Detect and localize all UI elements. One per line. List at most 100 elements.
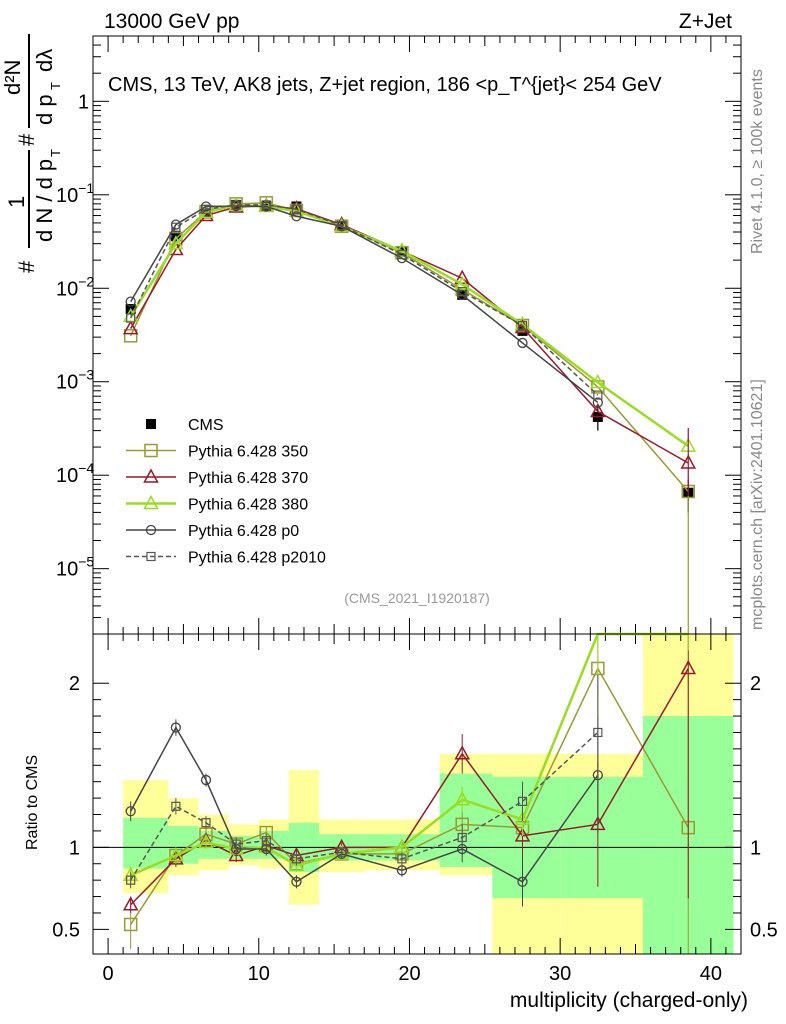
main-series-group — [122, 196, 697, 634]
ratio-ylabel: Ratio to CMS — [24, 755, 41, 850]
band-inner-0 — [123, 817, 169, 869]
main-line-4 — [130, 205, 599, 404]
ratio-point-0-0 — [123, 917, 138, 932]
band-inner-10 — [560, 776, 644, 899]
main-axes: 10−510−410−310−210−110 10 20 30 400.5 0.51 12 2 — [52, 35, 778, 985]
main-point-5-1 — [171, 222, 181, 232]
main-point-5-4 — [261, 200, 271, 210]
legend-marker-3 — [143, 494, 159, 510]
main-point-1-0 — [123, 329, 138, 343]
ytick-label-2: 10−3 — [56, 367, 94, 394]
legend-marker-0 — [146, 419, 156, 429]
legend-label-3: Pythia 6.428 380 — [188, 497, 308, 514]
legend-marker-1 — [144, 443, 158, 458]
main-line-3 — [129, 204, 689, 448]
main-point-4-5 — [291, 211, 302, 222]
ratio-point-3-5 — [291, 876, 302, 887]
main-point-5-3 — [231, 200, 241, 210]
ratio-point-2-9 — [514, 810, 531, 826]
band-inner-8 — [439, 773, 493, 868]
legend-label-5: Pythia 6.428 p2010 — [188, 550, 326, 567]
mcplots-label: mcplots.cern.ch [arXiv:2401.10621] — [749, 379, 766, 630]
ratio-point-4-6 — [337, 847, 347, 857]
main-point-5-10 — [593, 390, 603, 400]
xtick-label-4: 40 — [700, 963, 722, 985]
ratio-point-4-10 — [593, 727, 603, 738]
ratio-ytick-label-2: 2 — [69, 673, 80, 695]
ratio-ytick-label-0: 0.5 — [52, 919, 80, 941]
main-ylabel: # 1 d N / d p T # d²N d p T dλ — [0, 34, 63, 273]
plot-title: CMS, 13 TeV, AK8 jets, Z+jet region, 186… — [108, 74, 662, 96]
legend-label-0: CMS — [188, 417, 224, 434]
ratio-point-1-0 — [122, 896, 139, 911]
legend-marker-4 — [145, 524, 157, 536]
rivet-label: Rivet 4.1.0, ≥ 100k events — [749, 69, 766, 254]
legend: CMS Pythia 6.428 350 Pythia 6.428 370 Pythi… — [126, 417, 326, 567]
main-point-5-0 — [126, 313, 136, 323]
ratio-line-3 — [130, 725, 599, 883]
main-point-5-8 — [457, 287, 467, 297]
ratio-point-1-8 — [454, 745, 470, 760]
ratio-point-4-2 — [201, 818, 211, 828]
ratio-point-4-7 — [397, 854, 407, 864]
main-point-4-9 — [517, 337, 528, 349]
legend-label-1: Pythia 6.428 350 — [188, 444, 308, 461]
ylabel-sub: T — [48, 149, 63, 157]
ratio-point-3-2 — [200, 774, 212, 786]
ratio-point-4-9 — [517, 796, 528, 806]
xtick-label-0: 0 — [103, 963, 114, 985]
ylabel-dlambda: dλ — [32, 49, 57, 72]
ratio-point-4-3 — [231, 839, 241, 849]
main-point-3-8 — [454, 275, 470, 291]
plot-title-text: CMS, 13 TeV, AK8 jets, Z+jet region, 186… — [108, 74, 662, 96]
main-point-5-2 — [201, 204, 211, 214]
ratio-point-4-1 — [171, 801, 181, 811]
ratio-point-4-5 — [291, 854, 302, 864]
ratio-point-3-9 — [517, 876, 528, 887]
ratio-line-4 — [130, 731, 599, 881]
ytick-label-4: 10−1 — [56, 180, 94, 207]
ratio-ytick-label-r-2: 2 — [750, 673, 761, 695]
main-point-3-0 — [122, 307, 139, 323]
watermark: (CMS_2021_I1920187) — [344, 590, 490, 606]
ratio-ytick-label-1: 1 — [69, 837, 80, 859]
legend-marker-5 — [146, 551, 156, 562]
ylabel-one: 1 — [4, 196, 29, 208]
main-line-5 — [130, 204, 599, 396]
ratio-point-3-1 — [170, 722, 182, 733]
x-axis-label: multiplicity (charged-only) — [510, 989, 748, 1012]
ylabel-hash2: # — [14, 133, 39, 146]
ratio-point-4-8 — [457, 832, 467, 843]
xtick-label-2: 20 — [398, 963, 420, 985]
ylabel-hash1: # — [14, 260, 39, 273]
legend-label-4: Pythia 6.428 p0 — [188, 523, 299, 540]
ratio-point-2-8 — [454, 791, 470, 806]
ratio-point-2-5 — [288, 856, 305, 872]
ratio-point-2-2 — [198, 833, 214, 849]
main-point-5-7 — [397, 249, 407, 260]
ratio-frame — [92, 633, 742, 955]
ratio-uncertainty-bands — [93, 634, 741, 954]
header-process: Z+Jet — [679, 10, 732, 33]
main-point-5-6 — [337, 220, 347, 231]
main-point-4-10 — [592, 397, 603, 408]
xtick-label-1: 10 — [248, 963, 270, 985]
ylabel-dN: d N / d p — [32, 159, 57, 242]
ytick-label-3: 10−2 — [56, 273, 94, 300]
main-point-3-1 — [168, 235, 184, 250]
xtick-label-3: 30 — [549, 963, 571, 985]
ratio-point-4-0 — [126, 875, 136, 885]
ytick-label-0: 10−5 — [56, 554, 94, 581]
ratio-ytick-label-r-1: 1 — [750, 837, 761, 859]
legend-marker-2 — [143, 468, 159, 483]
main-point-5-5 — [291, 204, 302, 214]
main-point-2-0 — [122, 320, 139, 335]
ratio-series-group — [122, 632, 697, 954]
ytick-label-1: 10−4 — [56, 460, 94, 487]
ratio-ytick-label-r-0: 0.5 — [750, 919, 778, 941]
ylabel-sub2: T — [48, 82, 63, 90]
ylabel-dpt: d p — [32, 94, 57, 125]
ratio-point-2-1 — [168, 846, 184, 862]
main-point-5-9 — [517, 320, 528, 331]
